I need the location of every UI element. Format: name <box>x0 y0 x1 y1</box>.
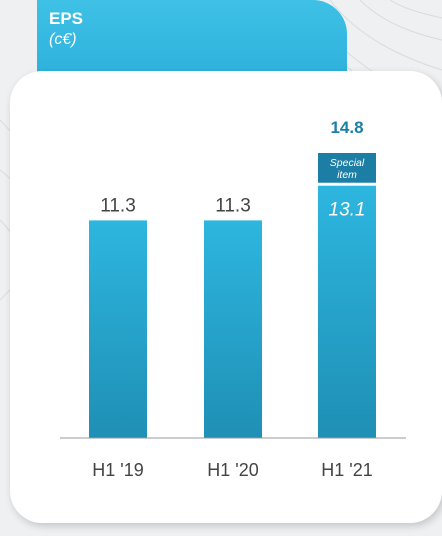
total-value-label-2: 14.8 <box>330 118 363 137</box>
bar-2 <box>318 185 376 438</box>
x-tick-label-1: H1 '20 <box>207 460 258 480</box>
bar-0 <box>89 220 147 438</box>
x-tick-label-2: H1 '21 <box>321 460 372 480</box>
bar-value-label-2: 13.1 <box>329 200 366 221</box>
bar-1 <box>204 220 262 438</box>
special-item-segment-2 <box>318 152 376 183</box>
bar-value-label-1: 11.3 <box>215 195 251 216</box>
x-tick-label-0: H1 '19 <box>92 460 143 480</box>
chart-title: EPS <box>49 9 84 28</box>
special-item-label-line-2: item <box>337 169 357 181</box>
special-item-label-line-1: Special <box>330 157 365 169</box>
bar-value-label-0: 11.3 <box>100 195 136 216</box>
chart-unit: (c€) <box>49 31 77 48</box>
